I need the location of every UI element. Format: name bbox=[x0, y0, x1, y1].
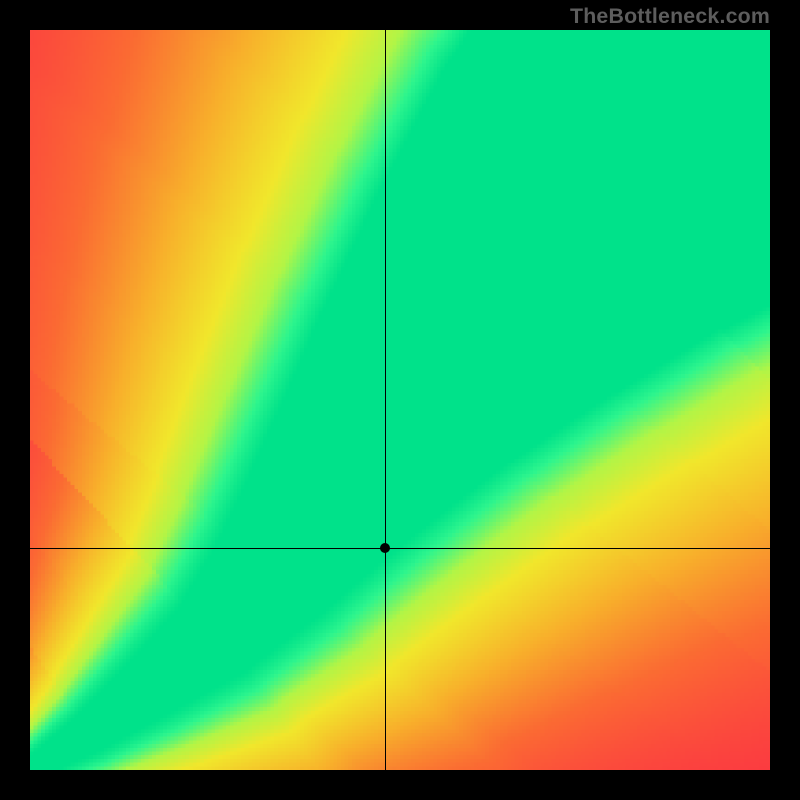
crosshair-horizontal bbox=[30, 548, 770, 549]
chart-root: TheBottleneck.com bbox=[0, 0, 800, 800]
heatmap-canvas bbox=[30, 30, 770, 770]
heatmap-plot-area bbox=[30, 30, 770, 770]
crosshair-vertical bbox=[385, 30, 386, 770]
watermark-label: TheBottleneck.com bbox=[570, 4, 770, 29]
